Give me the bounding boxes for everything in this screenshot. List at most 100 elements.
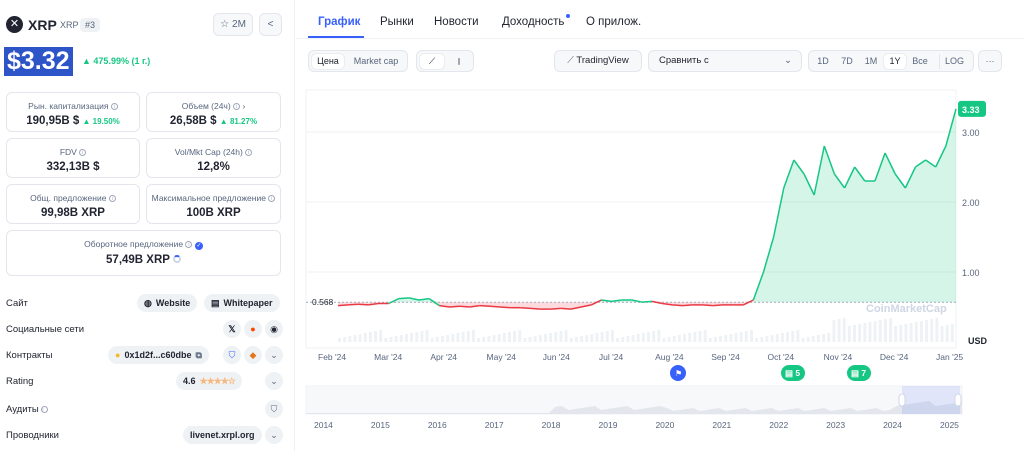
tab-about-label: О прилож. (586, 16, 642, 28)
volume-card[interactable]: Объем (24ч) i › 26,58B $ ▲ 81.27% (146, 92, 281, 132)
tab-markets[interactable]: Рынки (380, 16, 414, 28)
share-button[interactable]: < (259, 13, 282, 36)
chevron-down-icon[interactable]: ⌄ (265, 426, 283, 444)
volume-bar (636, 334, 640, 342)
shield-icon[interactable]: ⛉ (223, 346, 241, 364)
more-options-button[interactable]: ··· (978, 50, 1002, 72)
price-chart[interactable]: 3.00 2.00 1.00 0.568 3.33 USD CoinMarketCap Feb… (296, 80, 1024, 451)
price-line-segment (904, 166, 917, 189)
volume-bar (693, 332, 697, 342)
coinmarketcap-watermark: CoinMarketCap (866, 303, 947, 315)
star-icon: ☆ (220, 19, 230, 30)
volume-bar (827, 333, 831, 342)
bnb-chain-icon: ● (115, 350, 121, 360)
volume-bar (894, 326, 898, 342)
price-line-segment (500, 306, 511, 309)
volume-bar (420, 331, 424, 342)
price-line-segment (662, 302, 673, 306)
circulating-supply-label: Оборотное предложение (84, 239, 184, 249)
volume-bar (343, 337, 347, 342)
whitepaper-button[interactable]: ▤ Whitepaper (204, 294, 280, 312)
volume-bar (451, 334, 455, 342)
navigator-year-label: 2016 (428, 420, 447, 430)
total-supply-label: Общ. предложение (30, 193, 107, 203)
price-line-segment (550, 307, 561, 310)
reddit-icon[interactable]: ● (244, 320, 262, 338)
x-tick-label: Nov '24 (824, 352, 853, 362)
rank-badge: #3 (80, 18, 101, 32)
range-1d[interactable]: 1D (817, 56, 829, 66)
social-label: Социальные сети (6, 324, 85, 335)
tab-chart[interactable]: График (318, 16, 360, 28)
volume-bar (358, 334, 362, 342)
volume-bar (616, 338, 620, 342)
tab-yield[interactable]: Доходность (502, 14, 571, 28)
volume-bar (724, 335, 728, 342)
explorers-label: Проводники (6, 430, 59, 441)
volume-bar (605, 331, 609, 342)
log-toggle[interactable]: LOG (939, 54, 969, 69)
tradingview-button[interactable]: ⟋ TradingView (554, 50, 642, 72)
explorer-link: livenet.xrpl.org (190, 430, 255, 440)
candlestick-icon[interactable]: ⫾ (457, 56, 461, 66)
compare-select[interactable]: Сравнить с ⌄ (648, 50, 802, 72)
volume-bar (950, 324, 954, 342)
volume-bar (672, 336, 676, 342)
coin-symbol: XRP (60, 20, 79, 30)
info-icon: i (245, 149, 253, 157)
volume-bar (842, 318, 846, 342)
website-button[interactable]: ◍ Website (137, 294, 198, 312)
vol-mcap-value: 12,8% (197, 161, 230, 173)
volume-bar (909, 323, 913, 342)
site-label: Сайт (6, 298, 28, 309)
contracts-label: Контракты (6, 350, 53, 361)
x-twitter-icon[interactable]: 𝕏 (223, 320, 241, 338)
chevron-down-icon[interactable]: ⌄ (265, 372, 283, 390)
range-all[interactable]: Все (912, 56, 928, 66)
watchlist-button[interactable]: ☆ 2M (213, 13, 253, 36)
volume-bar (822, 334, 826, 342)
tab-news[interactable]: Новости (434, 16, 479, 28)
market-cap-toggle[interactable]: Market cap (353, 56, 399, 66)
volume-bar (914, 322, 918, 342)
volume-bar (338, 338, 341, 342)
volume-bar (404, 334, 408, 342)
contract-address-button[interactable]: ● 0x1d2f...c60dbe ⧉ (108, 346, 209, 364)
price-line-segment (793, 159, 805, 175)
vol-mcap-label: Vol/Mkt Cap (24h) (174, 147, 243, 157)
chart-icon: ⟋ (567, 55, 574, 66)
y-tick-label: 1.00 (962, 268, 980, 278)
max-supply-card: Максимальное предложение i 100B XRP (146, 184, 281, 224)
github-icon[interactable]: ◉ (265, 320, 283, 338)
volume-bar (585, 335, 589, 342)
tab-news-label: Новости (434, 16, 479, 28)
metamask-icon[interactable]: ◆ (244, 346, 262, 364)
tab-about[interactable]: О прилож. (586, 16, 641, 28)
x-tick-label: Apr '24 (430, 352, 457, 362)
price-line-segment (874, 152, 886, 182)
copy-icon: ⧉ (195, 349, 202, 360)
rating-button[interactable]: 4.6 ★★★★☆ (176, 372, 242, 390)
y-tick-label: 2.00 (962, 198, 980, 208)
tab-active-underline (308, 36, 364, 38)
price-toggle[interactable]: Цена (312, 54, 344, 69)
explorer-button[interactable]: livenet.xrpl.org (183, 426, 262, 444)
volume-bar (523, 338, 527, 342)
info-icon: i (79, 149, 87, 157)
volume-bar (435, 337, 439, 342)
fdv-card: FDV i 332,13B $ (6, 138, 140, 178)
volume-bar (775, 334, 779, 342)
progress-ring-icon (172, 255, 181, 263)
volume-bar (873, 321, 877, 342)
range-1y[interactable]: 1Y (884, 54, 906, 69)
navigator-year-label: 2014 (314, 420, 333, 430)
line-chart-icon[interactable]: ⟋ (420, 54, 444, 69)
range-1m[interactable]: 1M (864, 56, 878, 66)
price-line-segment (672, 304, 683, 307)
audit-shield-icon[interactable]: ⛉ (265, 400, 283, 418)
price-line-segment (439, 304, 450, 308)
price-line-segment (449, 305, 460, 308)
range-7d[interactable]: 7D (841, 56, 853, 66)
chevron-down-icon[interactable]: ⌄ (265, 346, 283, 364)
volume-bar (657, 330, 661, 342)
